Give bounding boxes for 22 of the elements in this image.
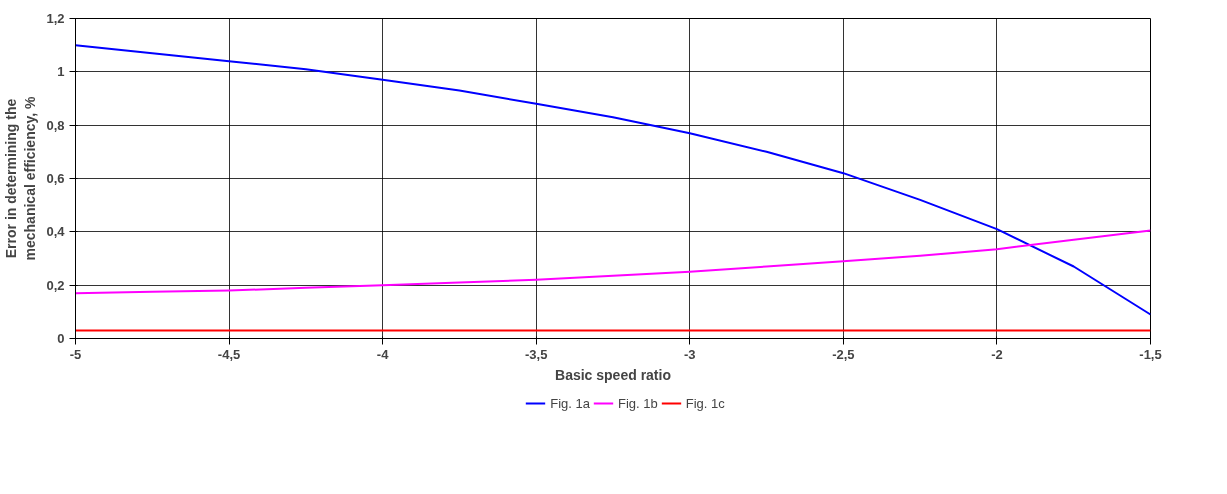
- line-series: [75, 229, 1151, 295]
- y-tick-label: 0: [57, 331, 65, 346]
- x-tick-label: -4,5: [217, 346, 241, 362]
- x-tick-label: -3,5: [525, 346, 548, 362]
- y-tick-label: 0,4: [46, 224, 66, 240]
- y-tick-label: 1: [57, 64, 65, 80]
- legend-label: Fig. 1a: [550, 395, 590, 411]
- y-tick-label: 1,2: [46, 11, 65, 26]
- y-tick-label: 0,2: [46, 277, 65, 293]
- x-axis-title: Basic speed ratio: [555, 366, 671, 383]
- line-series: [75, 44, 1151, 316]
- x-tick-label: -3: [684, 346, 696, 362]
- x-tick-label: -5: [69, 346, 82, 362]
- legend-label: Fig. 1c: [685, 395, 725, 411]
- x-tick-label: -2,5: [832, 346, 855, 362]
- legend-label: Fig. 1b: [617, 395, 658, 411]
- y-tick-label: 0,6: [46, 171, 65, 186]
- x-tick-label: -1,5: [1139, 346, 1162, 362]
- x-tick-label: -2: [991, 346, 1003, 362]
- y-axis-title: Error in determining the mechanical efficiency, %: [3, 95, 39, 261]
- x-tick-label: -4: [376, 346, 390, 362]
- y-tick-label: 0,8: [46, 117, 65, 133]
